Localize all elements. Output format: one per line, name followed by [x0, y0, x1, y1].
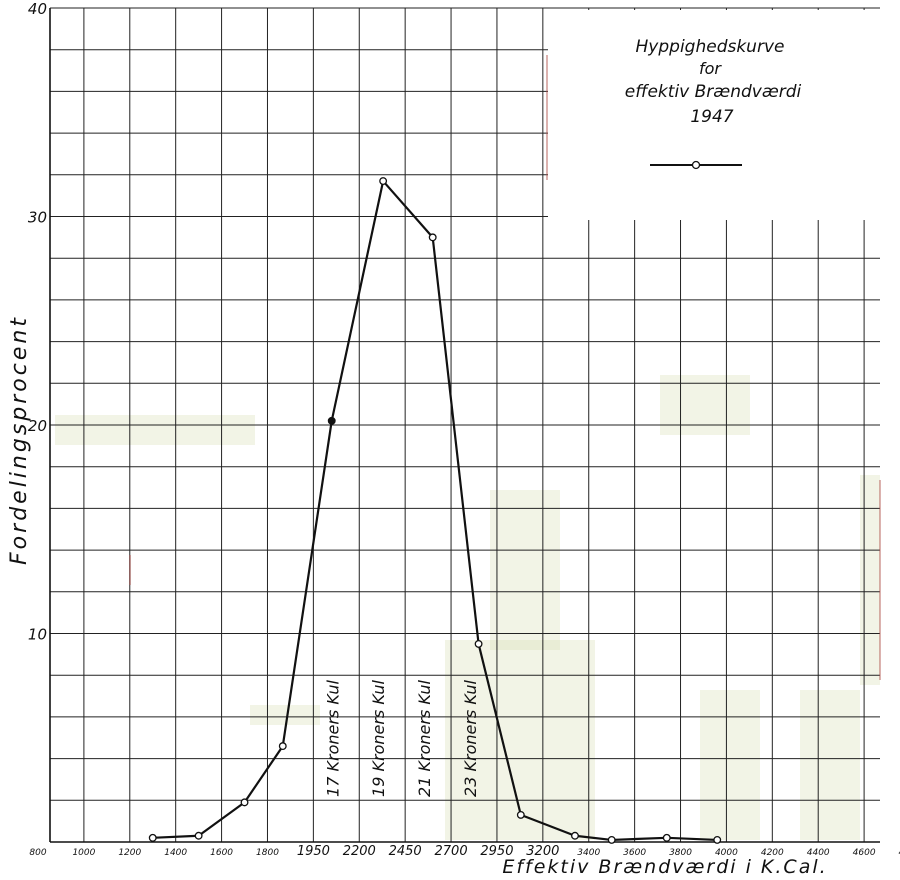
- data-point-5: [379, 177, 388, 186]
- x-tick-label-2450: 2450: [389, 844, 422, 859]
- chart-title-line-1: Hyppighedskurve: [636, 37, 785, 57]
- chart-title-line-3: effektiv Brændværdi: [625, 82, 802, 102]
- x-tick-label-4000: 4000: [715, 848, 738, 858]
- data-point-4: [327, 416, 336, 425]
- data-point-8: [516, 810, 525, 819]
- x-tick-label-1800: 1800: [256, 848, 279, 858]
- x-tick-label-800: 800: [29, 848, 46, 858]
- paper-smudges: [55, 375, 880, 840]
- data-point-2: [240, 798, 249, 807]
- series-curve: [148, 177, 722, 844]
- x-tick-label-3400: 3400: [577, 848, 600, 858]
- x-tick-label-2950: 2950: [480, 844, 513, 859]
- data-point-6: [428, 233, 437, 242]
- price-annotations: 17 Kroners Kul 19 Kroners Kul 21 Kroners K…: [323, 679, 480, 796]
- x-tick-label-4400: 4400: [807, 848, 830, 858]
- data-point-9: [571, 831, 579, 840]
- x-axis-label: Effektiv Brændværdi i K.Cal.: [502, 856, 827, 878]
- legend-marker: [691, 160, 701, 170]
- y-axis-label: Fordelingsprocent: [7, 315, 32, 565]
- x-tick-labels: 800 1000 1200 1400 1600 1800 1950 2200 2450 2700 2…: [29, 844, 900, 859]
- legend-background: [548, 10, 882, 220]
- data-point-10: [607, 835, 616, 844]
- annotation-4: 23 Kroners Kul: [461, 679, 480, 796]
- annotation-1: 17 Kroners Kul: [323, 679, 342, 796]
- data-point-1: [194, 831, 203, 840]
- data-point-3: [278, 742, 287, 751]
- y-tick-label-40: 40: [28, 0, 47, 18]
- x-tick-label-3200: 3200: [526, 844, 559, 859]
- x-tick-label-1600: 1600: [210, 848, 233, 858]
- x-tick-label-4800: 4800: [899, 848, 900, 858]
- series-line-0: [152, 179, 718, 842]
- smudge-7: [250, 705, 320, 725]
- x-tick-label-1950: 1950: [297, 844, 330, 859]
- y-tick-labels: 10 20 30 40: [28, 0, 47, 644]
- legend-box: Hyppighedskurve for effektiv Brændværdi 194…: [548, 10, 882, 220]
- x-tick-label-4600: 4600: [853, 848, 876, 858]
- smudge-5: [660, 375, 750, 435]
- smudge-6: [860, 475, 880, 685]
- x-tick-label-1400: 1400: [164, 848, 187, 858]
- x-tick-label-3600: 3600: [623, 848, 646, 858]
- smudge-3: [700, 690, 760, 840]
- y-tick-label-10: 10: [28, 626, 47, 644]
- data-point-7: [474, 639, 483, 648]
- annotation-3: 21 Kroners Kul: [415, 679, 434, 796]
- y-tick-label-30: 30: [28, 209, 47, 227]
- x-tick-label-3800: 3800: [669, 848, 692, 858]
- data-point-0: [148, 833, 157, 842]
- chart-title-line-4: 1947: [690, 107, 733, 127]
- x-tick-label-1000: 1000: [72, 848, 95, 858]
- smudge-0: [55, 415, 255, 445]
- smudge-2: [445, 640, 595, 840]
- x-tick-label-4200: 4200: [761, 848, 784, 858]
- data-point-12: [713, 835, 722, 844]
- chart-title-line-2: for: [699, 59, 722, 78]
- axes: [49, 8, 880, 843]
- annotation-2: 19 Kroners Kul: [369, 679, 388, 796]
- x-tick-label-1200: 1200: [118, 848, 141, 858]
- smudge-1: [490, 490, 560, 650]
- data-point-11: [662, 833, 671, 842]
- smudge-4: [800, 690, 860, 840]
- x-tick-label-2200: 2200: [343, 844, 376, 859]
- x-tick-label-2700: 2700: [435, 844, 468, 859]
- y-tick-label-20: 20: [28, 417, 47, 435]
